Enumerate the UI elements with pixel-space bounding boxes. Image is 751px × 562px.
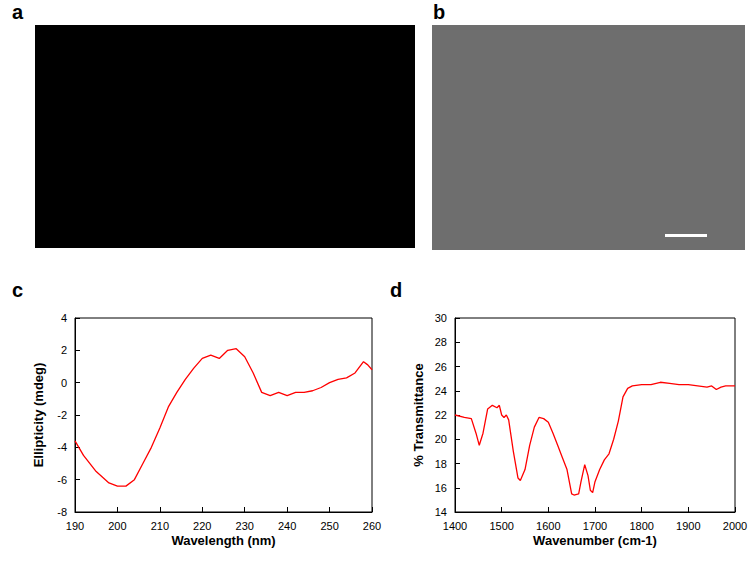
svg-text:% Transmittance: % Transmittance — [411, 363, 426, 466]
svg-text:d: d — [390, 279, 402, 301]
svg-text:Wavelength (nm): Wavelength (nm) — [171, 533, 275, 548]
svg-text:22: 22 — [435, 409, 447, 421]
svg-text:a: a — [12, 1, 24, 23]
svg-text:220: 220 — [193, 520, 211, 532]
svg-text:-2: -2 — [57, 409, 67, 421]
svg-text:1500: 1500 — [489, 520, 513, 532]
svg-text:24: 24 — [435, 385, 447, 397]
svg-text:230: 230 — [236, 520, 254, 532]
svg-text:16: 16 — [435, 482, 447, 494]
svg-text:20: 20 — [435, 433, 447, 445]
svg-text:14: 14 — [435, 506, 447, 518]
svg-text:-6: -6 — [57, 474, 67, 486]
svg-text:26: 26 — [435, 361, 447, 373]
svg-text:250: 250 — [320, 520, 338, 532]
svg-text:0: 0 — [61, 377, 67, 389]
svg-text:Wavenumber (cm-1): Wavenumber (cm-1) — [533, 533, 657, 548]
svg-text:c: c — [12, 279, 23, 301]
svg-text:18: 18 — [435, 458, 447, 470]
svg-text:200: 200 — [108, 520, 126, 532]
svg-text:-8: -8 — [57, 506, 67, 518]
svg-text:1900: 1900 — [676, 520, 700, 532]
svg-text:b: b — [433, 1, 445, 23]
svg-text:30: 30 — [435, 312, 447, 324]
svg-text:28: 28 — [435, 336, 447, 348]
svg-text:Ellipticity (mdeg): Ellipticity (mdeg) — [31, 363, 46, 468]
svg-text:4: 4 — [61, 312, 67, 324]
svg-text:2: 2 — [61, 344, 67, 356]
svg-text:2000: 2000 — [723, 520, 747, 532]
svg-text:1600: 1600 — [536, 520, 560, 532]
svg-text:-4: -4 — [57, 441, 67, 453]
svg-text:260: 260 — [363, 520, 381, 532]
svg-text:1700: 1700 — [583, 520, 607, 532]
svg-text:1400: 1400 — [443, 520, 467, 532]
svg-text:240: 240 — [278, 520, 296, 532]
svg-text:190: 190 — [66, 520, 84, 532]
svg-text:210: 210 — [151, 520, 169, 532]
svg-text:1800: 1800 — [629, 520, 653, 532]
